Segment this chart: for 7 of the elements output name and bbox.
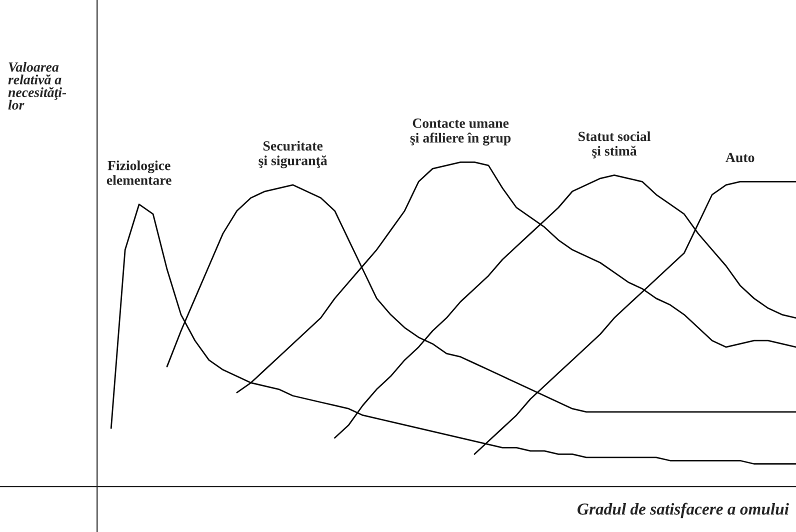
text: Contacte umane şi afiliere în grup [410, 118, 511, 146]
series-label: Securitate şi siguranţă [258, 140, 328, 168]
x-axis-title: Gradul de satisfacere a omului [578, 502, 789, 518]
text: Fiziologice elementare [106, 160, 172, 185]
series-label: Statut social şi stimă [578, 131, 651, 158]
series-label: Auto [726, 152, 754, 162]
y-axis-title: Valoarea relativă a necesităţi- lor [8, 62, 66, 110]
